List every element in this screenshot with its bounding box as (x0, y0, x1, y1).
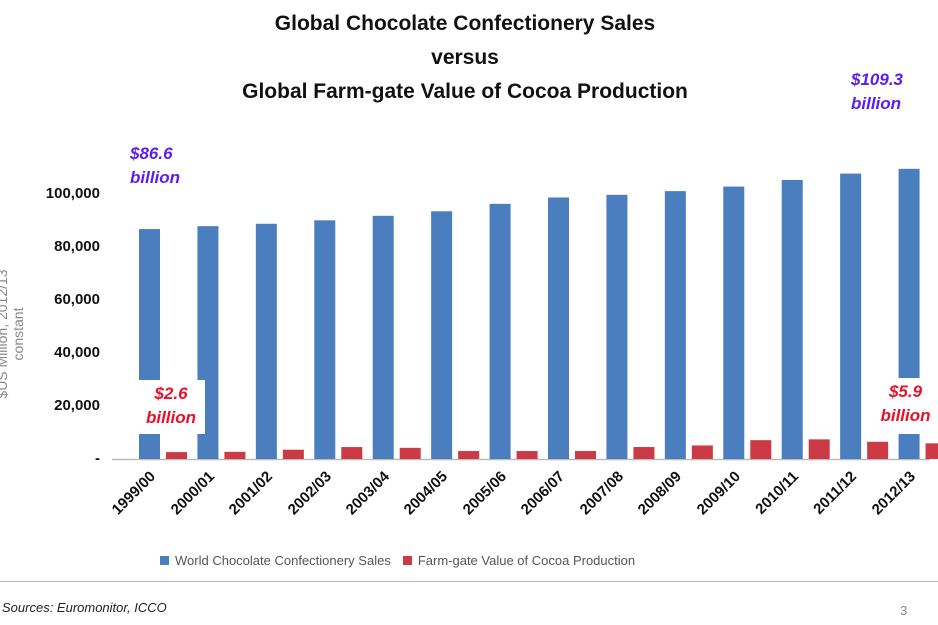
cocoa-bar-2002/03 (341, 447, 363, 459)
annotation-start-sales: $86.6 billion (130, 142, 181, 190)
legend-swatch-cocoa (402, 556, 412, 565)
footer-divider (0, 581, 938, 582)
cocoa-bar-2010/11 (808, 439, 830, 459)
sales-bar-2007/08 (606, 194, 628, 459)
cocoa-bar-2009/10 (750, 440, 772, 459)
cocoa-bar-2006/07 (575, 451, 596, 459)
cocoa-bar-2012/13 (925, 443, 938, 459)
sales-bar-2003/04 (372, 215, 394, 459)
sales-bar-2011/12 (840, 173, 862, 459)
sales-bar-2005/06 (489, 203, 511, 459)
sources-note: Sources: Euromonitor, ICCO (2, 600, 167, 615)
legend-label-sales: World Chocolate Confectionery Sales (175, 553, 391, 568)
y-tick-label: - (95, 450, 100, 467)
sales-bar-2009/10 (723, 186, 745, 460)
cocoa-bar-2011/12 (867, 441, 889, 459)
chart-title-line-1: Global Chocolate Confectionery Sales (274, 12, 656, 35)
sales-bar-2008/09 (664, 191, 686, 459)
y-tick-label: 60,000 (54, 290, 100, 308)
chart-title-line-3: Global Farm-gate Value of Cocoa Producti… (242, 80, 688, 103)
legend-label-cocoa: Farm-gate Value of Cocoa Production (417, 553, 636, 568)
legend: World Chocolate Confectionery Sales Farm… (160, 553, 635, 568)
sales-bar-2001/02 (255, 223, 277, 459)
y-tick-label: 20,000 (54, 396, 100, 414)
annotation-end-cocoa: $5.9 billion (873, 378, 938, 434)
chart-title-line-2: versus (431, 46, 499, 69)
annotation-start-cocoa: $2.6 billion (137, 380, 205, 434)
cocoa-bar-2008/09 (691, 445, 713, 459)
cocoa-bar-2005/06 (516, 451, 538, 459)
sales-bar-2004/05 (431, 211, 453, 459)
cocoa-bar-2001/02 (282, 449, 304, 459)
sales-bar-2010/11 (781, 179, 803, 459)
sales-bar-2002/03 (314, 220, 336, 459)
y-tick-label: 80,000 (54, 237, 100, 255)
cocoa-bar-2004/05 (458, 451, 480, 459)
cocoa-bar-2003/04 (399, 447, 421, 459)
cocoa-bar-2007/08 (633, 447, 655, 459)
legend-swatch-sales (160, 556, 169, 565)
y-tick-label: 100,000 (45, 184, 100, 202)
page-number: 3 (900, 603, 908, 618)
sales-bar-2006/07 (548, 197, 569, 460)
annotation-end-sales: $109.3 billion (851, 68, 903, 116)
cocoa-bar-2000/01 (224, 451, 246, 459)
y-tick-label: 40,000 (54, 343, 100, 361)
cocoa-bar-1999/00 (166, 452, 187, 459)
